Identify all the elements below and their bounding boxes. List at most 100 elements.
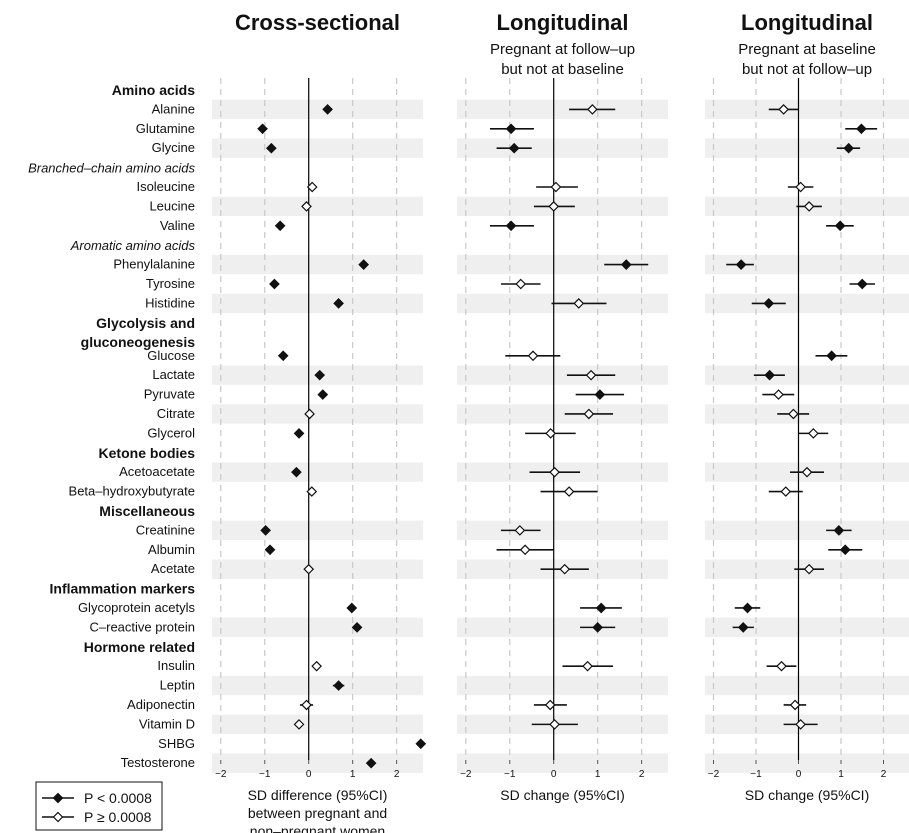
row-band xyxy=(212,540,423,560)
estimate-point xyxy=(595,602,607,614)
x-axis-label: SD difference (95%CI) xyxy=(248,787,388,803)
estimate-point xyxy=(585,369,597,381)
estimate-point xyxy=(260,525,271,536)
row-label: Testosterone xyxy=(121,755,195,770)
estimate-point xyxy=(514,525,526,536)
estimate-point xyxy=(795,719,806,730)
estimate-point xyxy=(776,660,787,672)
row-band xyxy=(457,99,668,120)
x-tick-label: 0 xyxy=(796,769,802,780)
panel-subtitle: Pregnant at baseline xyxy=(738,41,876,58)
estimate-point xyxy=(742,602,753,614)
x-tick-label: 0 xyxy=(306,769,312,780)
row-band xyxy=(212,423,423,444)
estimate-point xyxy=(269,278,280,290)
panel-title: Longitudinal xyxy=(741,10,873,35)
panel-subtitle: but not at baseline xyxy=(501,61,624,78)
estimate-point xyxy=(265,142,277,154)
row-band xyxy=(212,254,423,275)
estimate-point xyxy=(735,259,747,270)
estimate-point xyxy=(856,123,867,135)
estimate-point xyxy=(780,486,792,497)
estimate-point xyxy=(508,142,520,154)
row-band xyxy=(212,695,423,715)
row-band xyxy=(457,675,668,696)
estimate-point xyxy=(843,142,854,154)
estimate-point xyxy=(274,220,286,232)
x-axis-label: non–pregnant women xyxy=(250,823,385,833)
estimate-point xyxy=(763,298,775,309)
estimate-point xyxy=(788,408,799,420)
row-band xyxy=(212,462,423,482)
row-band xyxy=(457,753,668,773)
panel-subtitle: but not at follow–up xyxy=(742,61,872,78)
estimate-point xyxy=(264,544,276,556)
row-band xyxy=(212,520,423,541)
row-band xyxy=(212,559,423,579)
estimate-point xyxy=(550,181,562,193)
estimate-point xyxy=(545,428,556,439)
row-band xyxy=(705,274,909,294)
x-tick-label: 0 xyxy=(551,769,557,780)
estimate-point xyxy=(346,602,358,614)
row-label: Glycerol xyxy=(147,425,195,440)
row-band xyxy=(705,753,909,773)
estimate-point xyxy=(582,660,593,672)
group-label: Hormone related xyxy=(84,639,195,655)
estimate-point xyxy=(773,389,784,400)
estimate-point xyxy=(293,719,305,730)
group-label: Glycolysis and xyxy=(96,315,195,331)
row-label: Acetate xyxy=(151,561,195,576)
row-band xyxy=(457,346,668,366)
estimate-point xyxy=(764,369,775,381)
row-label: Acetoacetate xyxy=(119,464,195,479)
row-band xyxy=(457,119,668,139)
row-band xyxy=(705,346,909,366)
row-label: Phenylalanine xyxy=(113,257,195,272)
estimate-point xyxy=(592,622,604,633)
row-band xyxy=(705,138,909,158)
estimate-point xyxy=(515,278,527,290)
row-label: Insulin xyxy=(157,658,195,673)
estimate-point xyxy=(594,389,606,400)
estimate-point xyxy=(351,622,363,633)
row-band xyxy=(457,404,668,424)
row-band xyxy=(457,734,668,754)
estimate-point xyxy=(789,699,801,711)
legend-label: P ≥ 0.0008 xyxy=(84,809,152,825)
row-band xyxy=(457,216,668,236)
estimate-point xyxy=(833,525,845,536)
row-label: Creatinine xyxy=(136,522,195,537)
estimate-point xyxy=(549,719,560,730)
row-band xyxy=(705,216,909,236)
row-label: Albumin xyxy=(148,542,195,557)
estimate-point xyxy=(559,563,571,575)
x-tick-label: −2 xyxy=(215,769,227,780)
group-label: Inflammation markers xyxy=(50,581,196,597)
row-band xyxy=(212,119,423,139)
x-tick-label: −1 xyxy=(259,769,271,780)
estimate-point xyxy=(573,298,585,309)
panel-subtitle: Pregnant at follow–up xyxy=(490,41,635,58)
row-label: Glucose xyxy=(147,348,195,363)
x-tick-label: −2 xyxy=(708,769,720,780)
x-tick-label: 1 xyxy=(350,769,356,780)
row-band xyxy=(212,346,423,366)
estimate-point xyxy=(795,181,806,193)
estimate-point xyxy=(291,466,302,478)
estimate-point xyxy=(778,104,789,115)
row-band xyxy=(212,753,423,773)
row-band xyxy=(212,99,423,120)
estimate-point xyxy=(365,757,377,769)
x-tick-label: 2 xyxy=(639,769,645,780)
row-label: Citrate xyxy=(157,406,195,421)
x-tick-label: 2 xyxy=(881,769,887,780)
estimate-point xyxy=(548,201,560,212)
x-axis-label: SD change (95%CI) xyxy=(745,787,870,803)
x-tick-label: −1 xyxy=(504,769,516,780)
estimate-point xyxy=(803,201,815,212)
row-label: Lactate xyxy=(152,367,195,382)
row-band xyxy=(457,617,668,638)
estimate-point xyxy=(314,369,326,381)
row-band xyxy=(212,404,423,424)
